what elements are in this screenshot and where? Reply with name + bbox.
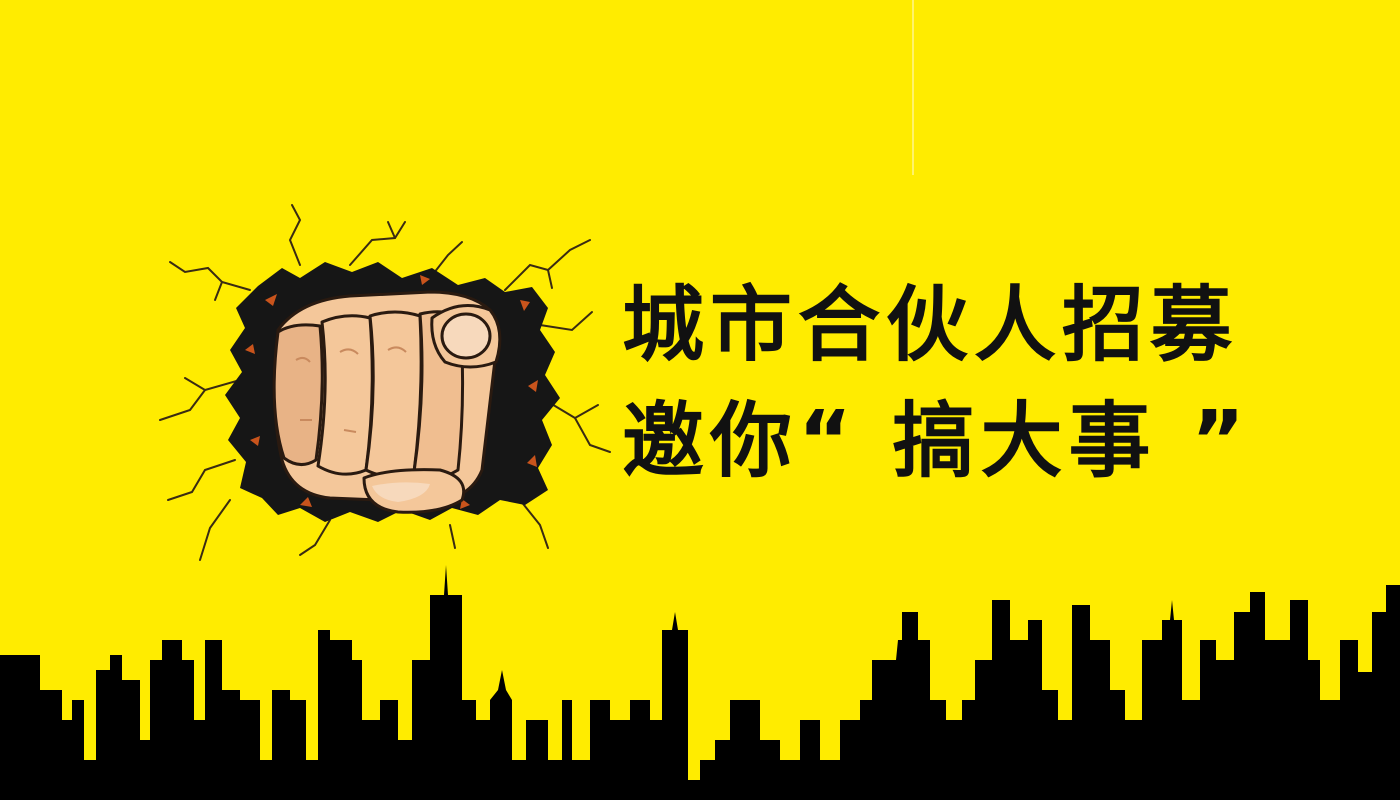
skyline-shape — [0, 565, 1400, 800]
faint-decoration — [912, 0, 914, 175]
hole-embers — [245, 275, 538, 509]
wall-crack-lines — [159, 204, 611, 561]
headline: 城市合伙人招募 邀你“ 搞大事 ” — [622, 268, 1362, 500]
pointing-fist — [272, 290, 502, 514]
headline-line-1: 城市合伙人招募 — [622, 278, 1239, 373]
headline-line-2: 邀你“ 搞大事 ” — [622, 394, 1251, 489]
